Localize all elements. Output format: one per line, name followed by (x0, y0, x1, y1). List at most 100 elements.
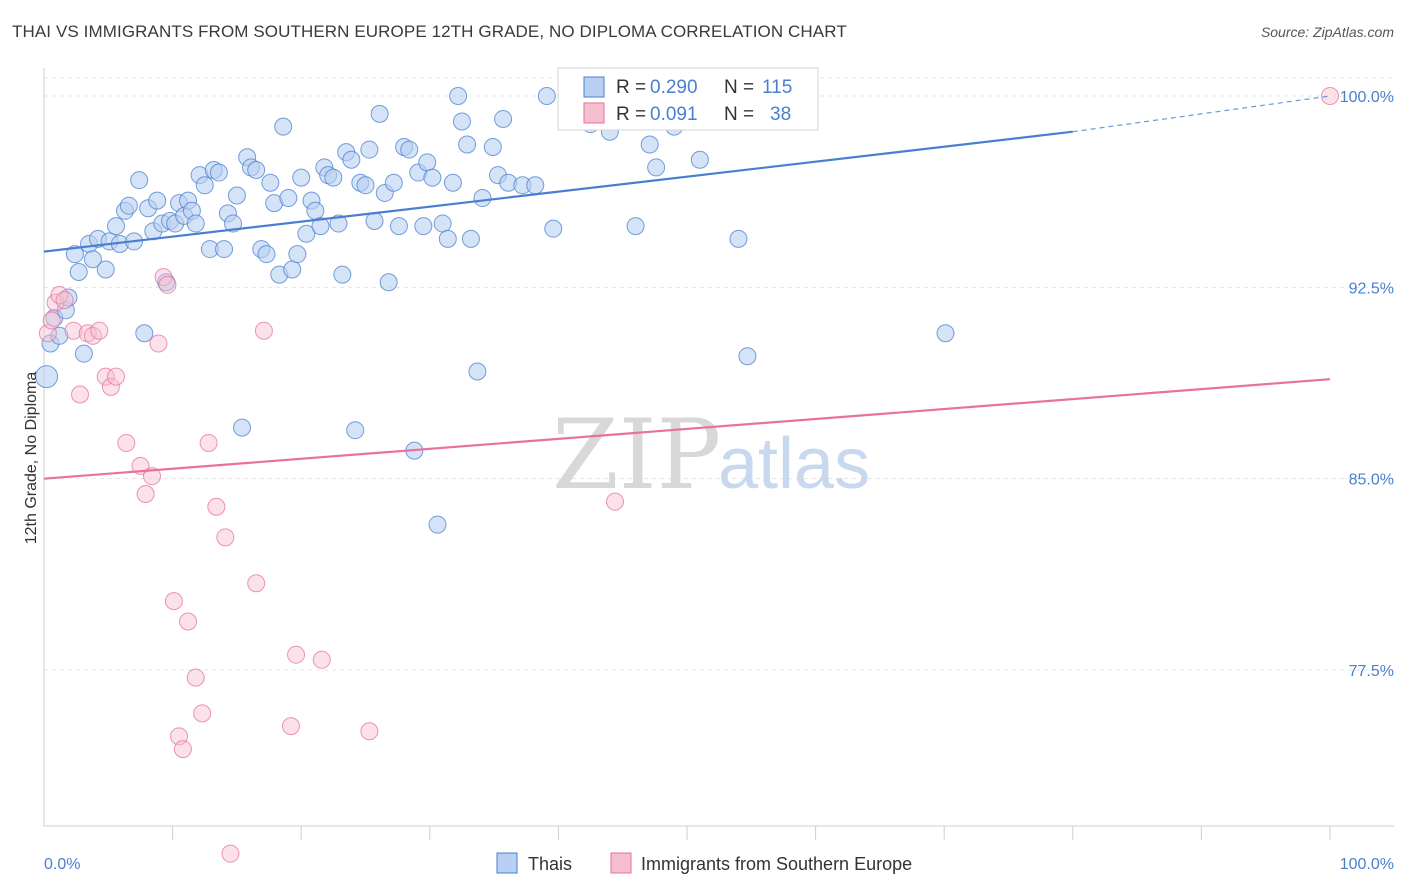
data-point (333, 265, 352, 284)
data-point (247, 574, 266, 593)
data-point (690, 150, 709, 169)
data-point (209, 163, 228, 182)
stats-n-label-1: N = (724, 77, 754, 98)
data-point (526, 176, 545, 195)
data-point (148, 191, 167, 210)
data-point (306, 201, 325, 220)
data-point (257, 245, 276, 264)
data-point (179, 612, 198, 631)
data-point (473, 189, 492, 208)
data-point (738, 347, 757, 366)
stats-r-label-2: R = (616, 104, 646, 125)
data-point (233, 418, 252, 437)
data-point (71, 385, 90, 404)
series-thais (35, 87, 955, 534)
stats-legend: R = 0.290 N = 115 R = 0.091 N = 38 (557, 67, 819, 131)
data-point (143, 467, 162, 486)
data-point (400, 140, 419, 159)
data-point (130, 171, 149, 190)
data-point (247, 160, 266, 179)
data-point (50, 326, 69, 345)
data-point (414, 217, 433, 236)
data-point (90, 321, 109, 340)
data-point (186, 668, 205, 687)
data-point (384, 173, 403, 192)
data-point (215, 240, 234, 259)
x-tick-labels: 0.0% 100.0% (44, 856, 1394, 873)
data-point (42, 311, 61, 330)
data-point (195, 176, 214, 195)
series-legend: Thais Immigrants from Southern Europe (496, 852, 912, 874)
y-tick-labels: 100.0% 92.5% 85.0% 77.5% (1340, 89, 1394, 680)
data-point (35, 365, 59, 389)
data-point (173, 740, 192, 759)
data-point (207, 497, 226, 516)
data-point (729, 229, 748, 248)
data-point (149, 334, 168, 353)
data-point (279, 189, 298, 208)
data-point (96, 367, 115, 386)
legend-label-southern-europe: Immigrants from Southern Europe (641, 854, 912, 874)
data-point (74, 344, 93, 363)
data-point (605, 492, 624, 511)
data-point (287, 645, 306, 664)
data-point (647, 158, 666, 177)
chart-source: Source: ZipAtlas.com (1260, 24, 1394, 40)
trend-line-extension (1072, 95, 1331, 133)
x-tick-label: 0.0% (44, 856, 80, 873)
data-point (379, 273, 398, 292)
data-point (312, 650, 331, 669)
trend-lines (43, 95, 1331, 480)
data-point (297, 224, 316, 243)
data-point (186, 214, 205, 233)
data-point (311, 217, 330, 236)
data-point (544, 219, 563, 238)
chart-title: THAI VS IMMIGRANTS FROM SOUTHERN EUROPE … (12, 22, 847, 41)
data-point (107, 217, 126, 236)
data-point (1321, 87, 1339, 105)
data-point (452, 112, 471, 131)
data-point (158, 275, 177, 294)
data-point (261, 173, 280, 192)
stats-r-value-1: 0.290 (650, 77, 698, 98)
data-point (626, 217, 645, 236)
data-point (274, 117, 293, 136)
data-point (78, 324, 97, 343)
data-point (324, 168, 343, 187)
data-point (292, 168, 311, 187)
legend-swatch-thais (496, 852, 518, 874)
data-point (83, 250, 102, 269)
data-point (342, 150, 361, 169)
trend-line-thais (43, 130, 1073, 253)
watermark-zip: ZIP (552, 399, 721, 511)
x-tick-label: 100.0% (1340, 856, 1394, 873)
data-point (136, 484, 155, 503)
series-points (35, 87, 1339, 863)
legend-swatch-southern-europe (610, 852, 632, 874)
data-point (438, 229, 457, 248)
data-point (483, 138, 502, 157)
data-point (135, 324, 154, 343)
data-point (433, 214, 452, 233)
data-point (227, 186, 246, 205)
stats-r-label-1: R = (616, 77, 646, 98)
data-point (281, 717, 300, 736)
stats-swatch-southern-europe (583, 102, 605, 124)
data-point (449, 87, 468, 105)
stats-swatch-thais (583, 76, 605, 98)
data-point (55, 291, 74, 310)
data-point (468, 362, 487, 381)
y-axis-label: 12th Grade, No Diploma (23, 372, 40, 545)
data-point (224, 214, 243, 233)
axes (43, 68, 1394, 840)
data-point (283, 260, 302, 279)
stats-n-label-2: N = (724, 104, 754, 125)
data-point (288, 245, 307, 264)
data-point (389, 217, 408, 236)
data-point (428, 515, 447, 534)
y-tick-label: 100.0% (1340, 89, 1394, 106)
data-point (640, 135, 659, 154)
data-point (50, 285, 69, 304)
data-point (65, 245, 84, 264)
